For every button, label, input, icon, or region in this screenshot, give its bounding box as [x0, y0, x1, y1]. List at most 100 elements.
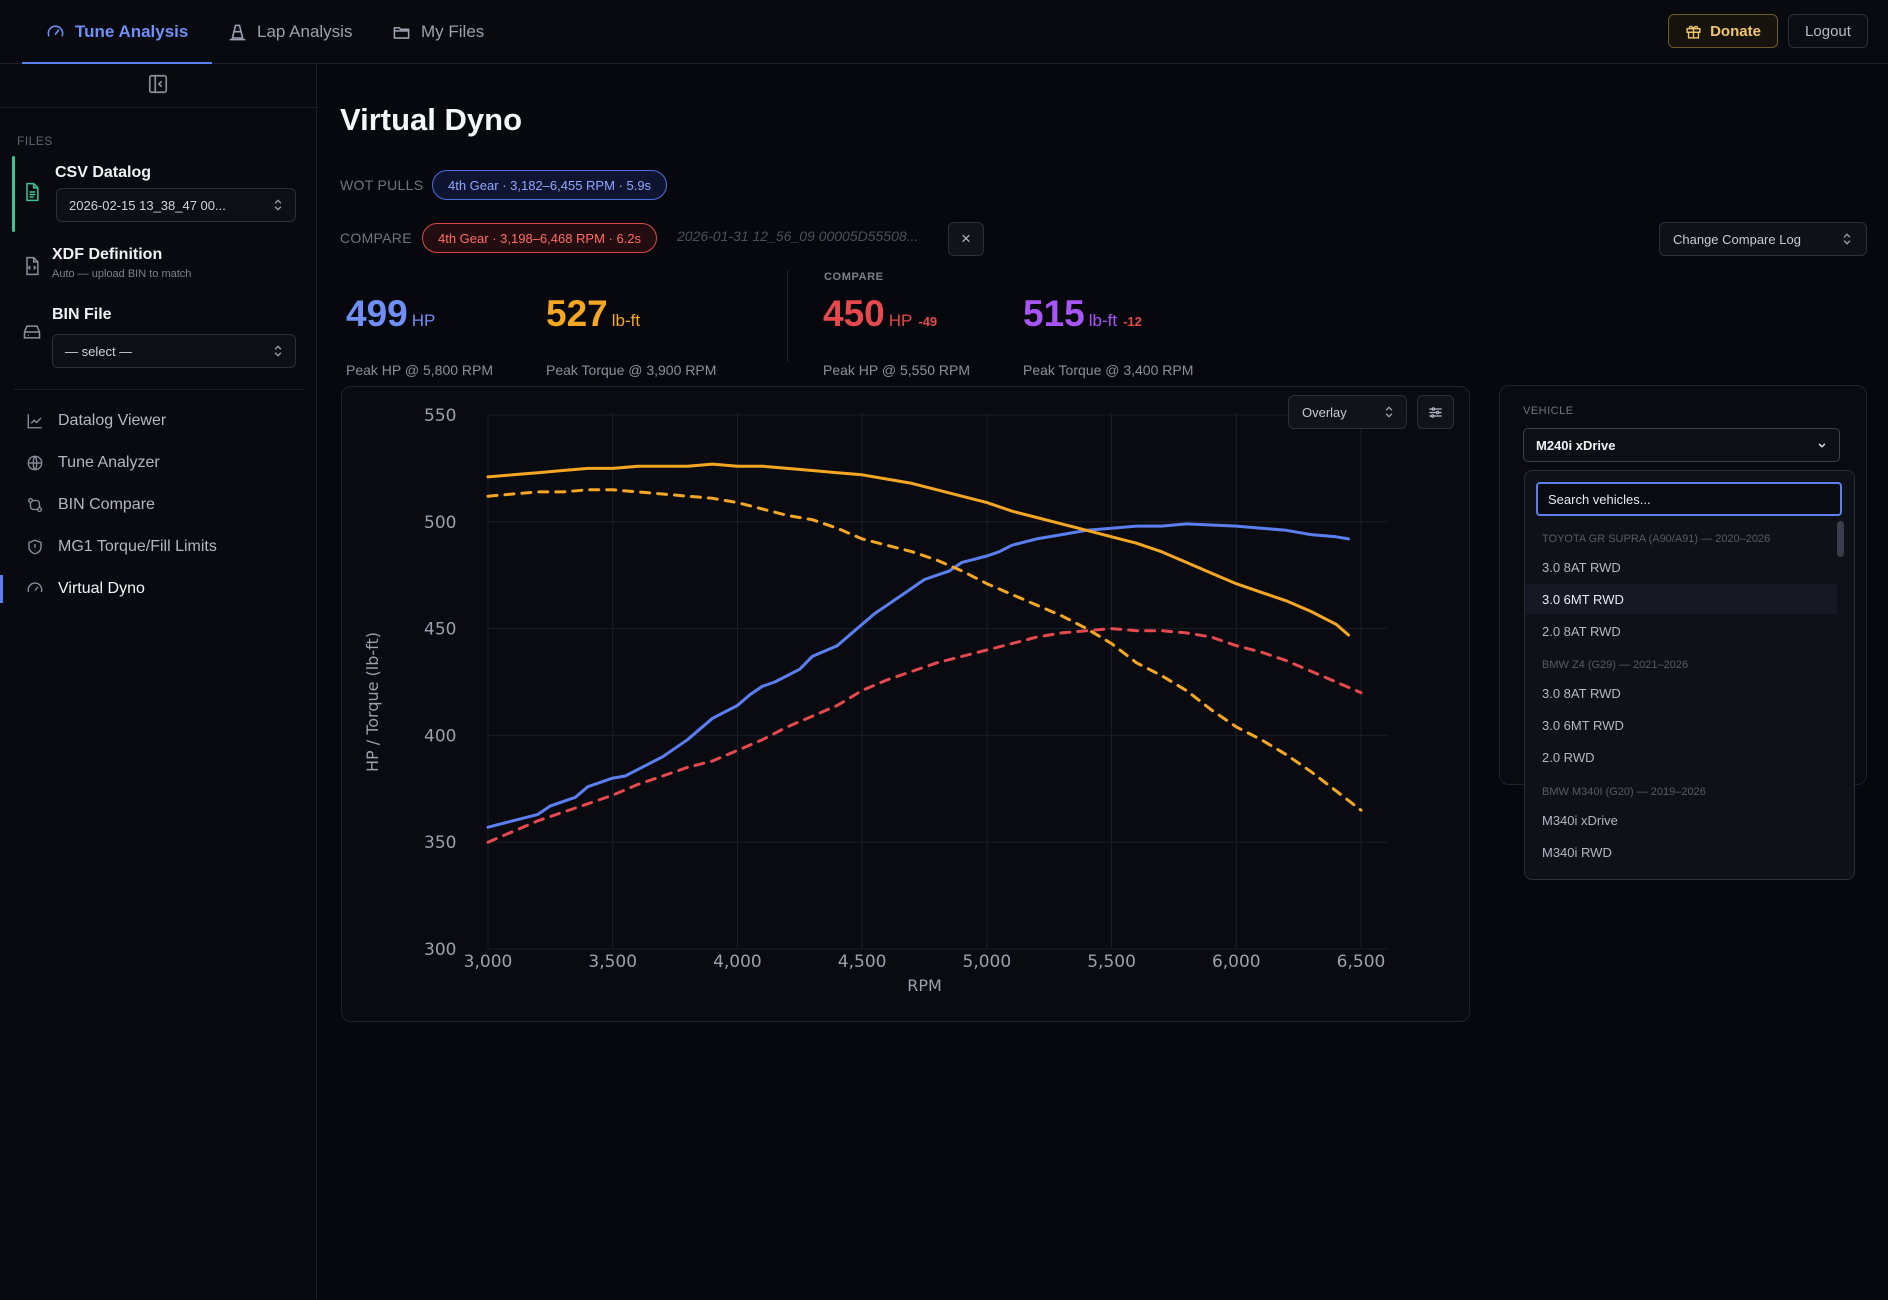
change-compare-log-select[interactable]: Change Compare Log — [1659, 222, 1867, 256]
shield-icon — [28, 539, 42, 555]
compare-peak-torque-value: 515 — [1023, 293, 1085, 334]
compare-peak-torque-delta: -12 — [1123, 314, 1142, 329]
page-title: Virtual Dyno — [340, 102, 523, 137]
logout-button[interactable]: Logout — [1788, 14, 1868, 48]
wot-pulls-label: WOT PULLS — [340, 177, 424, 193]
tab-label: Tune Analysis — [75, 22, 189, 41]
sidebar-item-virtual-dyno[interactable]: Virtual Dyno — [0, 569, 316, 609]
vehicle-search-input[interactable] — [1536, 482, 1842, 516]
vehicle-label: VEHICLE — [1523, 405, 1574, 417]
cone-icon — [229, 24, 246, 40]
bin-file-title: BIN File — [52, 306, 112, 323]
compare-icon — [27, 497, 43, 513]
vehicle-option[interactable]: 2.0 RWD — [1542, 749, 1595, 765]
code-file-icon — [26, 256, 39, 276]
sidebar-item-tune-analyzer[interactable]: Tune Analyzer — [0, 443, 316, 483]
compare-stats-heading: COMPARE — [824, 271, 884, 283]
vehicle-group-label: TOYOTA GR SUPRA (A90/A91) — 2020–2026 — [1542, 533, 1771, 545]
donate-label: Donate — [1710, 22, 1761, 40]
change-compare-log-label: Change Compare Log — [1673, 231, 1801, 247]
compare-pull-pill[interactable]: 4th Gear · 3,198–6,468 RPM · 6.2s — [422, 223, 658, 253]
vehicle-option[interactable]: 3.0 6MT RWD — [1526, 584, 1837, 614]
chevron-up-down-icon — [1385, 406, 1393, 418]
tab-label: Lap Analysis — [257, 22, 353, 41]
vehicle-option[interactable]: M340i xDrive — [1542, 812, 1618, 828]
xdf-definition-subtitle: Auto — upload BIN to match — [52, 268, 192, 280]
clear-compare-button[interactable]: × — [948, 222, 984, 256]
vehicle-group-label: BMW M340I (G20) — 2019–2026 — [1542, 786, 1706, 798]
chart-mode-value: Overlay — [1302, 404, 1347, 420]
donate-button[interactable]: Donate — [1668, 14, 1778, 48]
vehicle-option[interactable]: 3.0 8AT RWD — [1542, 685, 1621, 701]
tab-tune-analysis[interactable]: Tune Analysis — [21, 0, 213, 65]
xdf-definition-file: XDF Definition Auto — upload BIN to matc… — [14, 242, 304, 292]
sidebar-item-mg1-limits[interactable]: MG1 Torque/Fill Limits — [0, 527, 316, 567]
bin-file-value: — select — — [65, 343, 133, 359]
active-file-indicator — [12, 156, 15, 232]
sliders-icon — [1429, 406, 1442, 418]
gift-icon — [1686, 25, 1701, 39]
sidebar-divider — [0, 107, 317, 108]
vehicle-option[interactable]: M340i RWD — [1542, 844, 1612, 860]
chart-mode-select[interactable]: Overlay — [1288, 395, 1407, 429]
compare-peak-hp-stat: 450 HP -49 Peak HP @ 5,550 RPM — [823, 293, 970, 378]
sidebar-divider — [14, 389, 304, 390]
dropdown-scrollbar[interactable] — [1837, 521, 1844, 557]
vehicle-option[interactable]: 3.0 6MT RWD — [1542, 717, 1624, 733]
collapse-sidebar-icon[interactable] — [147, 73, 169, 95]
bin-file-select[interactable]: — select — — [52, 334, 296, 368]
sidebar-item-bin-compare[interactable]: BIN Compare — [0, 485, 316, 525]
sidebar: FILES CSV Datalog 2026-02-15 13_38_47 00… — [0, 64, 317, 1300]
sidebar-item-label: Virtual Dyno — [58, 580, 145, 597]
vehicle-option[interactable]: 2.0 8AT RWD — [1542, 623, 1621, 639]
compare-file-name: 2026-01-31 12_56_09 00005D55508... — [677, 228, 919, 244]
compare-peak-hp-value: 450 — [823, 293, 885, 334]
vehicle-option[interactable]: 3.0 8AT RWD — [1542, 559, 1621, 575]
top-bar: Tune Analysis Lap Analysis My Files Dona… — [0, 0, 1888, 65]
vehicle-select-value: M240i xDrive — [1536, 437, 1616, 453]
tab-lap-analysis[interactable]: Lap Analysis — [228, 0, 352, 64]
csv-datalog-value: 2026-02-15 13_38_47 00... — [69, 197, 226, 213]
sidebar-item-datalog-viewer[interactable]: Datalog Viewer — [0, 401, 316, 441]
tab-my-files[interactable]: My Files — [392, 0, 484, 64]
document-icon — [26, 182, 39, 202]
sidebar-item-label: Datalog Viewer — [58, 412, 167, 429]
compare-peak-hp-delta: -49 — [918, 314, 938, 329]
csv-datalog-file: CSV Datalog 2026-02-15 13_38_47 00... — [14, 156, 304, 232]
peak-torque-value: 527 — [546, 293, 608, 334]
vehicle-group-label: BMW Z4 (G29) — 2021–2026 — [1542, 659, 1689, 671]
compare-peak-torque-stat: 515 lb-ft -12 Peak Torque @ 3,400 RPM — [1023, 293, 1193, 378]
peak-torque-stat: 527 lb-ft Peak Torque @ 3,900 RPM — [546, 293, 716, 378]
peak-hp-stat: 499 HP Peak HP @ 5,800 RPM — [346, 293, 493, 378]
sidebar-item-label: Tune Analyzer — [58, 454, 160, 471]
line-chart-icon — [27, 414, 42, 429]
compare-peak-hp-unit: HP — [888, 311, 913, 330]
xdf-definition-title: XDF Definition — [52, 246, 163, 263]
bin-file: BIN File — select — — [14, 300, 304, 368]
gauge-icon — [47, 24, 64, 36]
wot-pull-pill[interactable]: 4th Gear · 3,182–6,455 RPM · 5.9s — [432, 170, 668, 200]
chart-settings-button[interactable] — [1417, 395, 1454, 429]
peak-torque-unit: lb-ft — [611, 311, 641, 330]
sidebar-item-label: MG1 Torque/Fill Limits — [58, 538, 217, 555]
chevron-up-down-icon — [274, 345, 282, 357]
tab-label: My Files — [421, 22, 485, 41]
files-section-label: FILES — [17, 134, 53, 148]
stats-divider — [787, 270, 788, 362]
sidebar-item-label: BIN Compare — [58, 496, 155, 513]
chevron-up-down-icon — [274, 199, 282, 211]
chevron-up-down-icon — [1843, 233, 1851, 245]
peak-torque-caption: Peak Torque @ 3,900 RPM — [546, 362, 717, 378]
csv-datalog-select[interactable]: 2026-02-15 13_38_47 00... — [56, 188, 296, 222]
globe-icon — [27, 455, 43, 471]
compare-peak-torque-unit: lb-ft — [1088, 311, 1118, 330]
close-icon: × — [961, 229, 971, 248]
compare-peak-torque-caption: Peak Torque @ 3,400 RPM — [1023, 362, 1194, 378]
compare-peak-hp-caption: Peak HP @ 5,550 RPM — [823, 362, 971, 378]
dyno-chart-card — [341, 386, 1470, 1022]
vehicle-select[interactable]: M240i xDrive — [1523, 428, 1840, 462]
folder-icon — [393, 26, 410, 39]
csv-datalog-title: CSV Datalog — [55, 164, 152, 181]
hard-drive-icon — [23, 325, 41, 339]
chevron-down-icon — [1818, 443, 1826, 448]
